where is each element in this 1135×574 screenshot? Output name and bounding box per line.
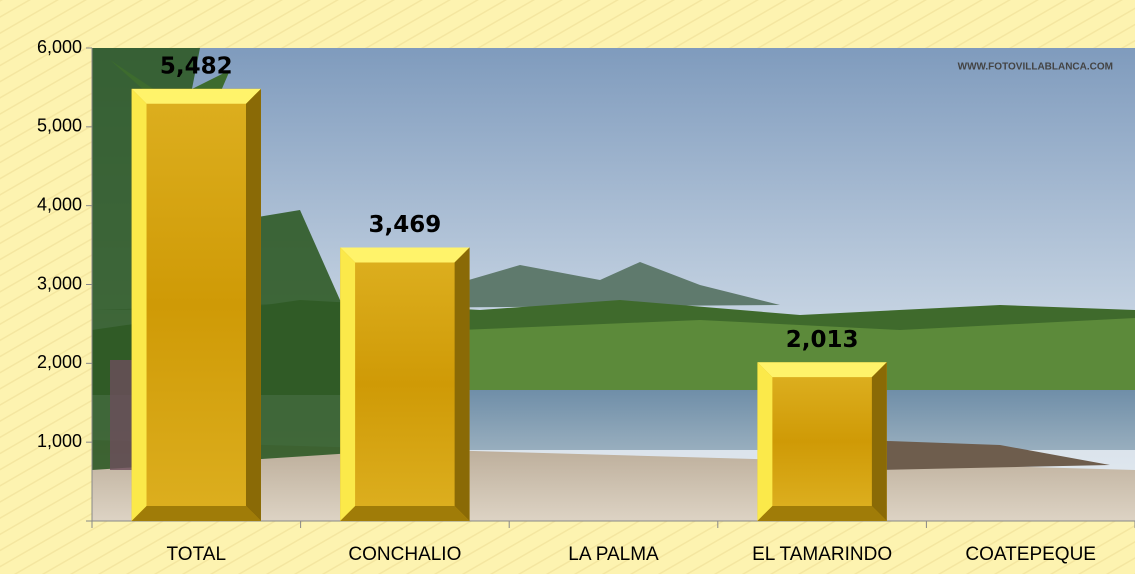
- y-tick-label: 2,000: [37, 352, 82, 372]
- value-label: 2,013: [786, 327, 859, 353]
- watermark: WWW.FOTOVILLABLANCA.COM: [958, 62, 1113, 73]
- value-label: 5,482: [160, 53, 233, 79]
- bar-inner: [146, 103, 246, 506]
- bar-inner: [355, 262, 455, 506]
- y-tick-label: 6,000: [37, 37, 82, 57]
- x-tick-label: LA PALMA: [568, 544, 659, 565]
- bar-bevel: [340, 247, 470, 263]
- bar-bevel: [131, 88, 147, 522]
- y-tick-label: 1,000: [37, 431, 82, 451]
- bar-bevel: [340, 247, 356, 521]
- y-tick-label: 4,000: [37, 194, 82, 214]
- x-tick-label: CONCHALIO: [348, 544, 461, 565]
- bar-inner: [772, 377, 872, 506]
- value-label: 3,469: [369, 212, 442, 238]
- bar-bevel: [245, 88, 261, 522]
- x-tick-label: COATEPEQUE: [965, 544, 1096, 565]
- bar-bevel: [757, 362, 887, 378]
- bar-bevel: [340, 506, 470, 521]
- bar: [757, 362, 887, 521]
- bar-bevel: [757, 362, 773, 521]
- bar-bevel: [757, 506, 887, 521]
- bar-bevel: [871, 362, 887, 521]
- bar-bevel: [131, 88, 261, 104]
- x-tick-label: EL TAMARINDO: [752, 544, 892, 565]
- bar-bevel: [131, 506, 261, 521]
- bar-bevel: [454, 247, 470, 521]
- y-tick-label: 3,000: [37, 273, 82, 293]
- y-tick-label: 5,000: [37, 116, 82, 136]
- bar: [131, 88, 261, 522]
- bar: [340, 247, 470, 521]
- x-tick-label: TOTAL: [167, 544, 226, 565]
